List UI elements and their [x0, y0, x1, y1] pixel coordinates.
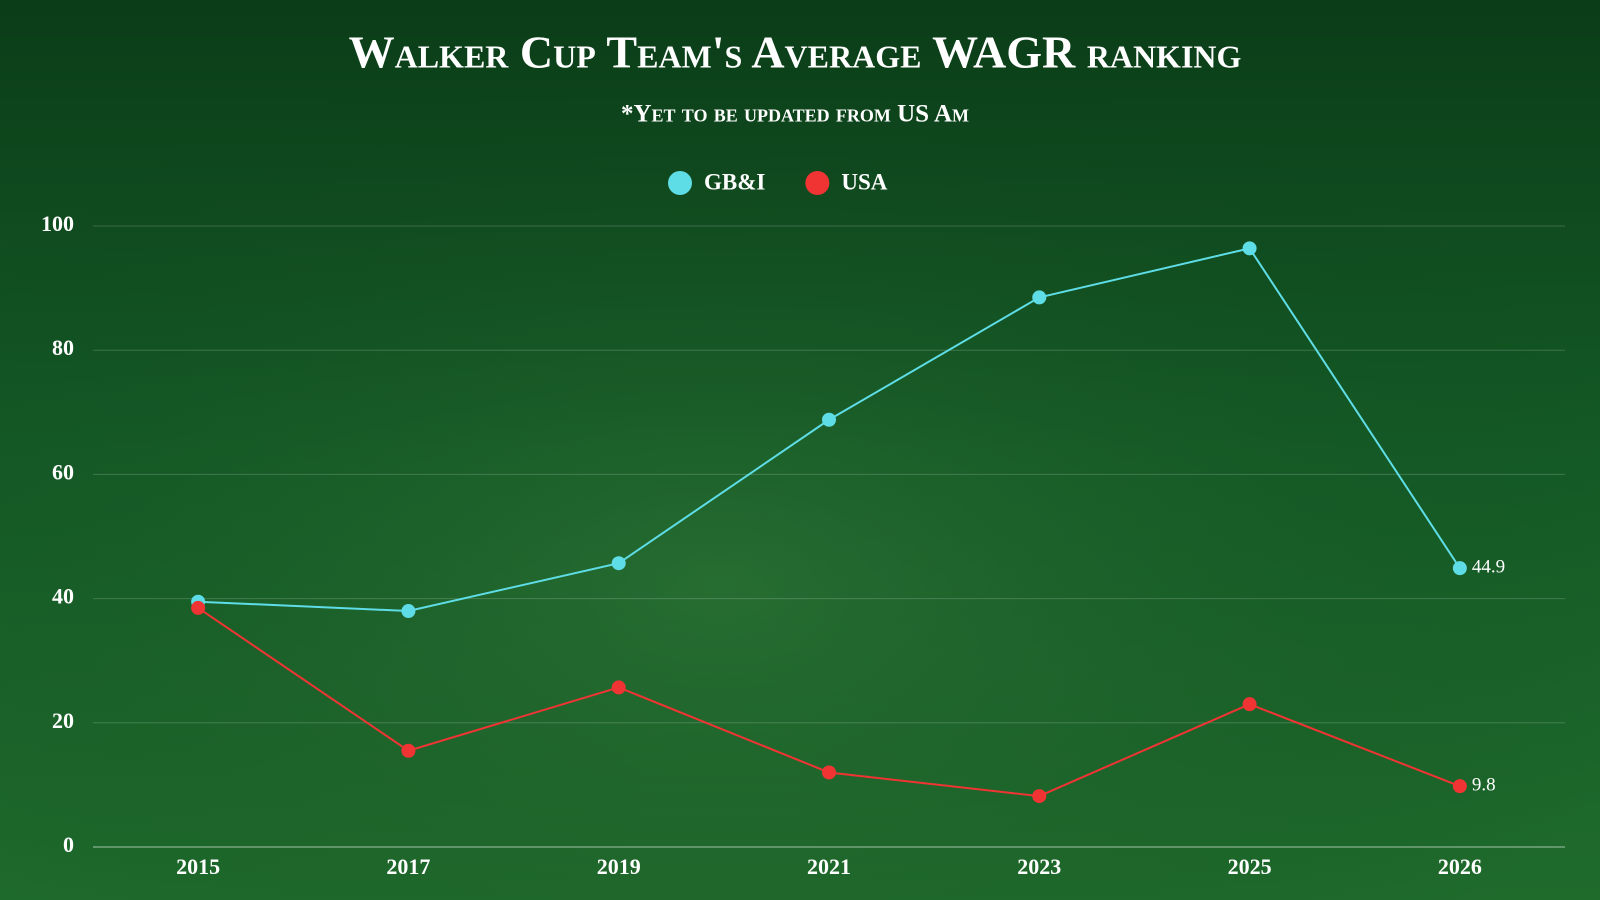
data-point: [191, 600, 206, 615]
data-point: [611, 680, 626, 695]
data-point: [822, 765, 836, 780]
x-tick-label: 2026: [1438, 854, 1482, 879]
x-tick-label: 2021: [807, 854, 851, 879]
legend-marker: [668, 171, 692, 195]
y-tick-label: 20: [52, 708, 74, 733]
x-tick-label: 2023: [1017, 854, 1061, 879]
legend-marker: [805, 171, 830, 195]
x-tick-label: 2017: [386, 854, 430, 879]
data-label: 44.9: [1472, 557, 1505, 578]
data-point: [1242, 697, 1257, 712]
legend-label: GB&I: [704, 169, 765, 194]
y-tick-label: 100: [41, 211, 74, 236]
chart-subtitle: *Yet to be updated from US Am: [621, 101, 969, 128]
data-point: [1452, 561, 1467, 576]
data-point: [401, 604, 416, 619]
legend-label: USA: [841, 169, 887, 194]
x-tick-label: 2015: [176, 854, 220, 879]
y-tick-label: 80: [52, 335, 74, 360]
y-tick-label: 60: [52, 459, 74, 484]
x-tick-label: 2019: [597, 854, 641, 879]
data-label: 9.8: [1472, 775, 1496, 796]
data-point: [401, 743, 416, 758]
chart-title: Walker Cup Team's Average WAGR ranking: [349, 27, 1242, 78]
data-point: [1032, 789, 1047, 804]
y-tick-label: 40: [52, 584, 74, 609]
data-point: [1032, 290, 1047, 305]
x-tick-label: 2025: [1228, 854, 1272, 879]
data-point: [1452, 779, 1467, 794]
y-tick-label: 0: [63, 832, 74, 857]
data-point: [611, 556, 626, 571]
data-point: [1242, 241, 1257, 256]
data-point: [822, 412, 836, 427]
